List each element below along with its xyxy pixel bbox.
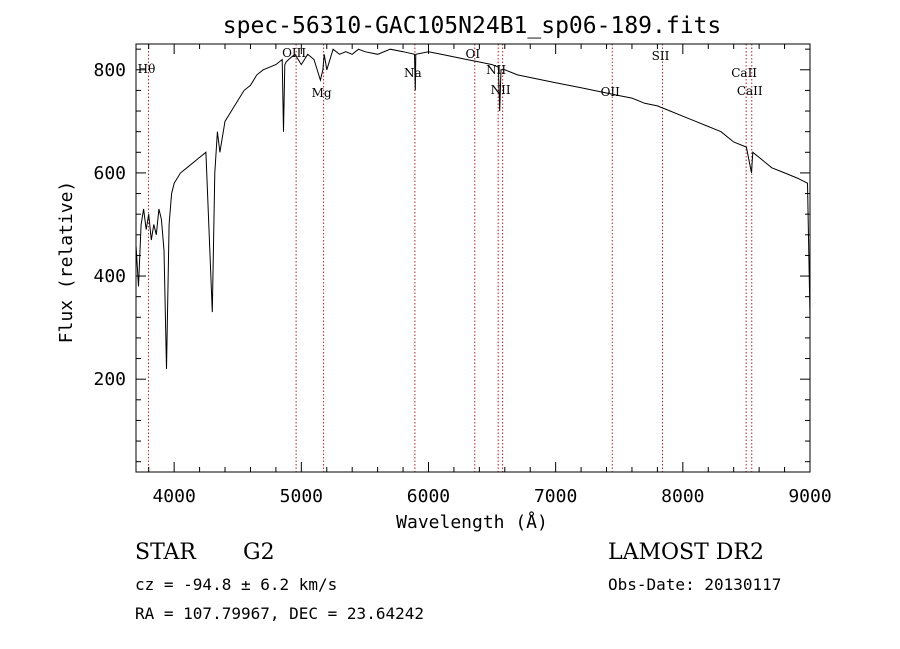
- spectrum-series-line: [135, 48, 811, 369]
- x-tick-label: 8000: [661, 486, 704, 507]
- x-tick-label: 9000: [788, 486, 831, 507]
- y-tick-label: 600: [93, 163, 126, 184]
- spectral-line-label: OII: [601, 85, 621, 99]
- y-axis-label: Flux (relative): [56, 181, 77, 344]
- x-axis-label: Wavelength (Å): [396, 511, 548, 533]
- y-tick-label: 800: [93, 60, 126, 81]
- spectral-line-label: Hθ: [138, 62, 156, 76]
- coordinates-text: RA = 107.79967, DEC = 23.64242: [135, 604, 424, 623]
- spectral-line-label: SII: [652, 49, 670, 63]
- y-axis-ticks: 200 400 600 800: [93, 48, 810, 463]
- spectral-line-label: OI: [465, 47, 480, 61]
- x-tick-label: 7000: [534, 486, 577, 507]
- x-tick-label: 5000: [280, 486, 323, 507]
- spectral-line-label: CaII: [731, 66, 757, 80]
- chart-title: spec-56310-GAC105N24B1_sp06-189.fits: [223, 13, 722, 39]
- redshift-text: cz = -94.8 ± 6.2 km/s: [135, 575, 338, 594]
- x-tick-label: 6000: [407, 486, 450, 507]
- survey-label: LAMOST DR2: [608, 540, 764, 565]
- spectral-line-label: CaII: [737, 84, 763, 98]
- spectral-line-label: OIII: [282, 46, 306, 60]
- object-type-label: STAR: [135, 540, 196, 565]
- y-tick-label: 200: [93, 369, 126, 390]
- x-tick-label: 4000: [152, 486, 195, 507]
- x-axis-ticks: 4000 5000 6000 7000 8000 9000: [148, 44, 832, 507]
- plot-frame: [135, 43, 811, 473]
- spectral-line-label: Na: [404, 66, 422, 80]
- spectral-line-label: Mg: [312, 86, 332, 100]
- subclass-label: G2: [243, 540, 275, 565]
- y-tick-label: 400: [93, 266, 126, 287]
- obs-date-text: Obs-Date: 20130117: [608, 575, 782, 594]
